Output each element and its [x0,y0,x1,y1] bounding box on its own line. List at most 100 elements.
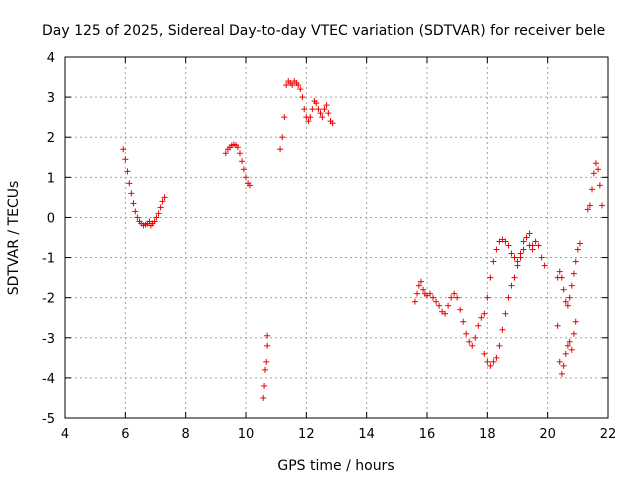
data-point [239,158,246,165]
data-point [502,238,509,245]
data-point [496,238,503,245]
y-tick-label: 0 [47,211,55,226]
data-point [161,194,168,201]
y-tick-label: 2 [47,131,55,146]
data-point [321,106,328,113]
y-tick-label: -5 [42,412,55,427]
data-point [263,358,270,365]
data-point [130,200,137,207]
data-point [240,166,247,173]
data-point [558,370,565,377]
data-point [460,318,467,325]
data-point [570,330,577,337]
data-point [568,282,575,289]
data-point [448,294,455,301]
data-point [264,342,271,349]
data-point [313,100,320,107]
data-point [529,242,536,249]
data-point [556,358,563,365]
data-point [222,150,229,157]
data-point [514,262,521,269]
data-point [490,358,497,365]
data-point [560,362,567,369]
x-tick-label: 16 [419,427,436,442]
data-point [481,310,488,317]
y-tick-label: 4 [47,51,55,66]
data-point [414,290,421,297]
data-point [307,114,314,121]
data-point [584,206,591,213]
data-point [415,282,422,289]
data-point [463,330,470,337]
y-tick-label: -2 [42,292,55,307]
data-point [295,82,302,89]
data-point [532,238,539,245]
data-point [433,298,440,305]
data-point [496,342,503,349]
x-tick-label: 20 [539,427,556,442]
data-point [576,240,583,247]
chart-title: Day 125 of 2025, Sidereal Day-to-day VTE… [42,23,605,39]
data-point [236,150,243,157]
y-tick-label: -4 [42,372,55,387]
y-tick-label: -3 [42,332,55,347]
data-point [590,170,597,177]
data-point [558,274,565,281]
data-point [554,322,561,329]
data-point [541,262,548,269]
data-point [508,282,515,289]
x-tick-label: 6 [121,427,129,442]
data-point [317,110,324,117]
data-point [329,120,336,127]
data-point [520,246,527,253]
data-point [309,106,316,113]
data-point [289,82,296,89]
data-point [508,250,515,257]
data-point [562,298,569,305]
data-point [517,254,524,261]
data-point [556,268,563,275]
data-point [277,146,284,153]
data-point [264,332,271,339]
data-point [560,286,567,293]
data-point [243,174,249,181]
x-tick-label: 4 [61,427,69,442]
y-tick-label: 1 [47,171,55,186]
data-point [120,146,127,153]
data-point [598,202,605,209]
data-point [487,274,494,281]
data-point [417,278,424,285]
data-point [128,190,135,197]
x-tick-label: 8 [182,427,190,442]
data-point [574,246,581,253]
data-point [283,82,290,89]
data-point [323,102,330,109]
data-point [572,318,579,325]
data-point [481,350,488,357]
data-point [279,134,286,141]
plot-frame [64,56,609,419]
data-point [564,342,571,349]
data-point [234,144,241,151]
x-tick-labels: 4 6 8 10 12 14 16 18 20 22 [61,427,616,442]
data-point [505,242,512,249]
data-point [445,302,452,309]
data-point [568,346,575,353]
data-point [523,234,530,241]
data-point [572,258,579,265]
data-point [301,106,308,113]
data-point [520,238,527,245]
data-point [261,382,268,389]
data-point [484,358,491,365]
data-point [564,302,571,309]
data-point [472,334,479,341]
y-axis-title: SDTVAR / TECUs [6,181,22,296]
data-point [246,182,253,189]
x-tick-label: 12 [298,427,315,442]
x-tick-label: 10 [238,427,255,442]
data-point [466,338,473,345]
data-point [439,308,446,315]
data-point [260,394,267,401]
data-point [442,310,449,317]
